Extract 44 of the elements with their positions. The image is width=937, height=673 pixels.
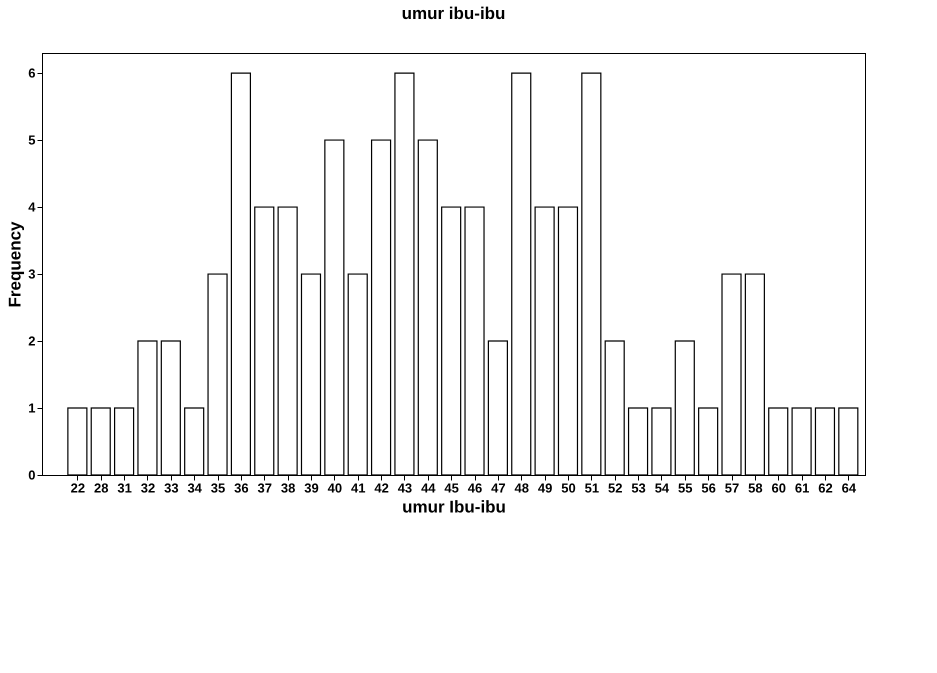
x-tick-label: 48 <box>514 480 529 496</box>
x-tick-label: 53 <box>631 480 646 496</box>
x-tick-label: 61 <box>794 480 810 496</box>
x-tick-label: 40 <box>328 480 342 496</box>
x-tick-label: 44 <box>421 480 436 496</box>
x-tick-label: 22 <box>70 480 86 496</box>
x-tick-label: 35 <box>210 480 226 496</box>
y-tick-label: 6 <box>28 66 36 81</box>
x-tick-label: 47 <box>491 480 506 496</box>
x-tick-label: 52 <box>608 480 622 496</box>
x-tick-label: 31 <box>117 480 132 496</box>
y-tick-label: 2 <box>28 334 36 349</box>
x-tick-label: 56 <box>701 480 716 496</box>
x-tick-label: 62 <box>818 480 833 496</box>
x-tick-label: 64 <box>842 480 857 496</box>
x-tick-label: 33 <box>164 480 179 496</box>
x-tick-label: 51 <box>584 480 600 496</box>
x-tick-label: 60 <box>772 480 786 496</box>
chart-title: umur ibu-ibu <box>402 4 506 23</box>
y-tick-label: 3 <box>28 266 36 282</box>
x-tick-label: 57 <box>724 480 740 496</box>
y-tick-label: 0 <box>28 468 36 482</box>
x-tick-label: 37 <box>258 480 272 496</box>
x-tick-label: 41 <box>350 480 366 496</box>
x-tick-label: 58 <box>748 480 763 496</box>
x-axis-title: umur Ibu-ibu <box>402 498 506 516</box>
x-tick-label: 42 <box>374 480 389 496</box>
x-tick-label: 54 <box>654 480 670 496</box>
x-tick-label: 39 <box>304 480 319 496</box>
x-tick-label: 32 <box>140 480 156 496</box>
y-axis-title: Frequency <box>5 220 24 308</box>
x-tick-label: 28 <box>94 480 108 496</box>
x-tick-label: 43 <box>398 480 412 496</box>
x-tick-label: 55 <box>678 480 693 496</box>
y-tick-label: 4 <box>28 200 36 215</box>
x-tick-label: 46 <box>468 480 482 496</box>
x-tick-label: 38 <box>280 480 296 496</box>
x-tick-label: 36 <box>234 480 249 496</box>
x-tick-label: 49 <box>538 480 552 496</box>
y-tick-label: 5 <box>28 132 36 148</box>
x-tick-label: 45 <box>444 480 459 496</box>
x-tick-label: 34 <box>187 480 203 496</box>
y-tick-label: 1 <box>28 400 36 416</box>
x-tick-label: 50 <box>561 480 576 496</box>
